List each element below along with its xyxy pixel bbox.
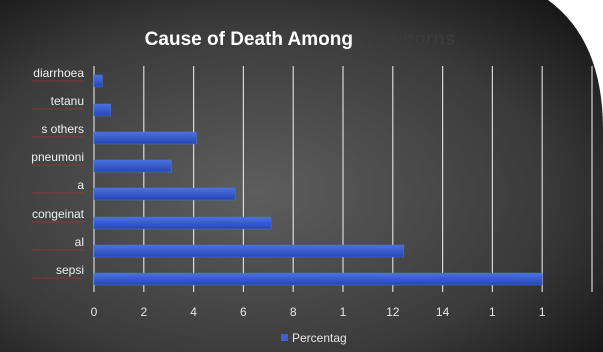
x-tick-label: 2 [140,305,147,319]
x-tick-label: 1 [539,305,546,319]
bar-pneumonia [93,159,172,173]
x-tick-label: 1 [340,305,347,319]
category-label: a [77,178,84,192]
category-label: al [75,235,84,249]
bar-asphyxia [93,187,236,201]
legend-label: Percentag [292,331,347,345]
legend-marker [281,334,288,341]
category-label: congeinat [32,207,85,221]
value-axis: 0 2 4 6 8 1 12 14 1 1 [91,305,546,319]
chart-title-main: Cause of Death Among [145,29,353,50]
category-label: sepsi [56,263,84,277]
x-tick-label: 14 [436,305,450,319]
bar-others [93,131,197,145]
gridlines [93,66,593,292]
legend: Percentag [281,331,347,345]
bar-sepsis [93,272,543,286]
category-label: s others [41,122,84,136]
bar-tetanus [93,103,111,117]
x-tick-label: 0 [91,305,98,319]
x-tick-label: 12 [386,305,400,319]
category-label: tetanu [51,94,84,108]
x-tick-label: 1 [489,305,496,319]
category-label: diarrhoea [33,66,84,80]
category-axis: diarrhoea tetanu s others pneumoni a congeina… [31,66,85,279]
bar-series [93,74,543,286]
category-label: pneumoni [31,150,84,164]
x-tick-label: 4 [190,305,197,319]
bar-low-birth-weight [93,244,405,258]
x-tick-label: 6 [240,305,247,319]
bar-congenital [93,216,272,230]
x-tick-label: 8 [290,305,297,319]
bar-diarrhoea [93,74,103,88]
chart-title: Cause of Death Among Newborns [145,29,456,50]
chart-title-suffix: Newborns [363,29,455,50]
